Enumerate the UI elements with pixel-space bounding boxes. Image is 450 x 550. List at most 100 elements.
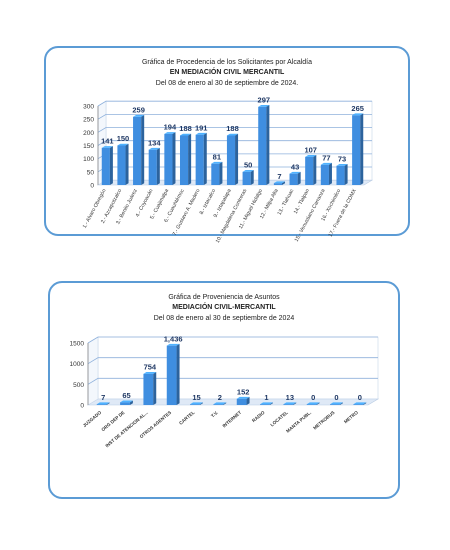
x-tick-label: RADIO: [251, 410, 266, 424]
gridline: [97, 113, 372, 120]
bar: [190, 402, 203, 405]
data-label: 152: [237, 387, 250, 396]
bar: [226, 133, 239, 185]
bar-top: [352, 113, 364, 116]
bar: [96, 402, 110, 405]
chart-panel-asuntos: Gráfica de Proveniencia de Asuntos MEDIA…: [48, 281, 400, 499]
bar-side: [316, 402, 320, 405]
bar-front: [260, 404, 270, 405]
bar-front: [166, 345, 177, 405]
bar: [101, 146, 113, 185]
bar-side: [156, 147, 160, 185]
plot-side-wall: [87, 336, 99, 406]
y-tick-label: 200: [83, 130, 94, 137]
x-tick-label: LOCATEL: [269, 410, 289, 428]
bar-side: [328, 162, 332, 185]
bar-front: [143, 373, 154, 405]
bar: [133, 114, 145, 185]
x-tick-label: METROBUS: [312, 410, 335, 431]
bar-front: [273, 183, 283, 185]
y-tick-label: 250: [83, 117, 94, 124]
bar-side: [106, 402, 110, 405]
bar-top: [336, 163, 348, 166]
y-tick-label: 150: [83, 143, 94, 150]
bar: [179, 133, 192, 185]
bar-front: [258, 106, 267, 185]
data-label: 81: [213, 152, 221, 161]
bar-side: [363, 402, 367, 405]
bar: [305, 155, 317, 185]
gridline: [97, 127, 372, 133]
data-label: 297: [258, 95, 271, 104]
y-tick-label: 300: [83, 104, 94, 111]
bar-side: [125, 143, 129, 185]
bar-front: [148, 149, 157, 185]
chart-subtitle: EN MEDIACIÓN CIVIL MERCANTIL: [169, 69, 285, 76]
bar: [258, 104, 270, 185]
chart-title: Gráfica de Proveniencia de Asuntos: [168, 294, 280, 301]
data-label: 188: [226, 124, 239, 133]
bar-side: [219, 161, 223, 185]
bar-front: [242, 171, 251, 185]
bar-top: [320, 162, 332, 165]
bar-side: [235, 133, 239, 185]
gridline: [87, 377, 378, 385]
gridline: [87, 357, 378, 365]
bar-front: [352, 115, 361, 185]
bar-top: [133, 114, 145, 117]
gridline: [97, 100, 372, 107]
bar-side: [199, 402, 203, 405]
bar-side: [109, 146, 113, 185]
data-label: 13: [286, 393, 294, 402]
data-label: 77: [322, 153, 330, 162]
bar-front: [164, 133, 173, 185]
bar-top: [101, 146, 113, 148]
data-label: 50: [244, 161, 252, 170]
bar-top: [273, 181, 286, 184]
bar-top: [143, 372, 157, 374]
bar-top: [195, 132, 207, 135]
bar-top: [213, 402, 227, 405]
bar-side: [282, 181, 286, 185]
data-label: 259: [132, 105, 145, 114]
bar-side: [360, 113, 364, 185]
bar: [260, 402, 273, 405]
chart-subtitle: MEDIACIÓN CIVIL-MERCANTIL: [172, 304, 276, 311]
gridline: [97, 140, 372, 146]
bar-top: [166, 343, 180, 346]
data-label: 107: [304, 146, 317, 155]
bar-side: [250, 170, 254, 185]
data-label: 265: [351, 104, 364, 113]
bar-front: [305, 156, 314, 185]
bar-top: [353, 402, 367, 405]
bar-front: [190, 404, 200, 405]
data-label: 7: [101, 393, 105, 402]
bar-front: [117, 145, 126, 185]
bar-front: [211, 163, 220, 185]
x-tick-label: MANTA PUBL.: [285, 410, 312, 434]
bar-top: [305, 155, 317, 157]
data-label: 0: [358, 393, 362, 402]
bar-side: [344, 163, 348, 185]
chart-period: Del 08 de enero al 30 de septiembre de 2…: [155, 80, 299, 87]
bar-top: [260, 402, 273, 405]
bar-side: [141, 114, 145, 185]
data-label: 150: [117, 134, 130, 143]
y-tick-label: 1500: [70, 341, 85, 348]
data-label: 2: [218, 393, 222, 402]
y-tick-label: 0: [90, 183, 94, 190]
bar: [352, 113, 364, 185]
bar-side: [246, 396, 250, 405]
bar-front: [353, 404, 364, 405]
data-label: 191: [195, 123, 208, 132]
bar-front: [101, 147, 110, 185]
bar-front: [120, 402, 130, 405]
y-tick-label: 100: [83, 156, 94, 163]
bar-top: [120, 400, 133, 403]
bar-top: [148, 147, 160, 150]
bar: [143, 372, 157, 405]
bar-side: [266, 104, 270, 185]
data-label: 194: [164, 123, 177, 132]
